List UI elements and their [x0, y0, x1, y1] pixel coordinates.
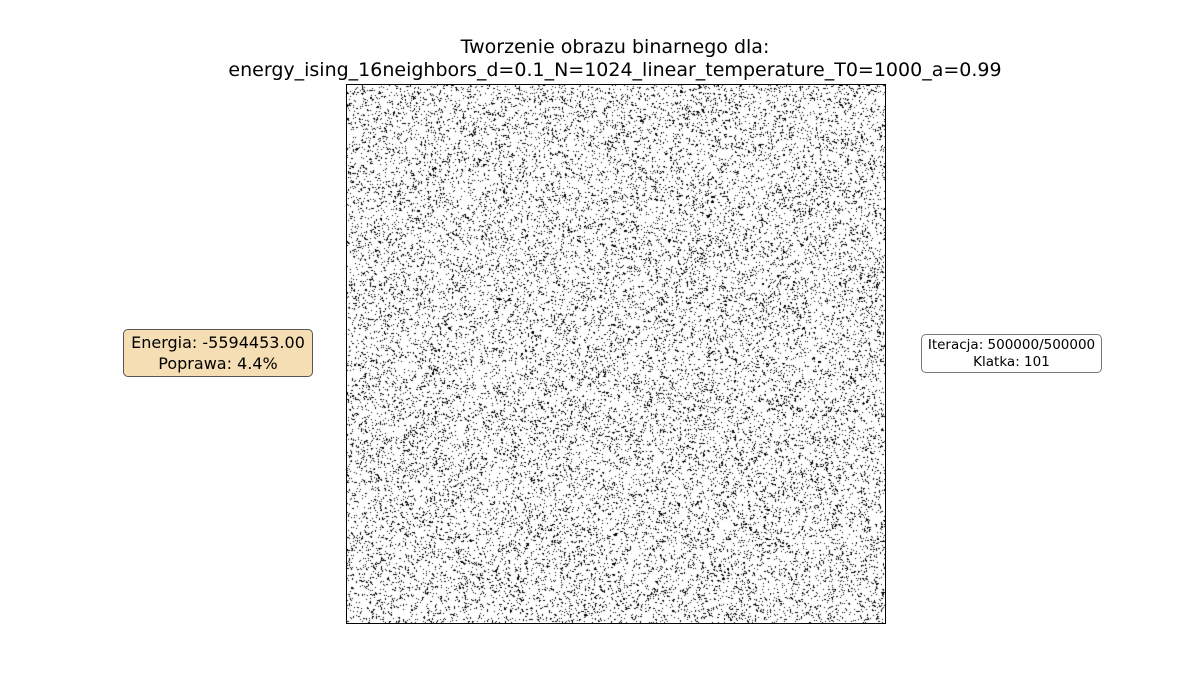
title-line-2: energy_ising_16neighbors_d=0.1_N=1024_li… — [228, 59, 1002, 81]
iteration-value: Iteracja: 500000/500000 — [927, 336, 1096, 353]
frame-value: Klatka: 101 — [973, 353, 1050, 370]
improvement-value: Poprawa: 4.4% — [158, 354, 278, 373]
binary-image-frame — [346, 84, 886, 624]
figure-title: Tworzenie obrazu binarnego dla: energy_i… — [0, 36, 1200, 82]
title-line-1: Tworzenie obrazu binarnego dla: — [460, 36, 770, 58]
energy-value: Energia: -5594453.00 — [131, 333, 305, 352]
energy-info-box: Energia: -5594453.00 Poprawa: 4.4% — [123, 329, 313, 377]
binary-image — [347, 85, 885, 623]
iteration-info-box: Iteracja: 500000/500000 Klatka: 101 — [921, 334, 1102, 373]
